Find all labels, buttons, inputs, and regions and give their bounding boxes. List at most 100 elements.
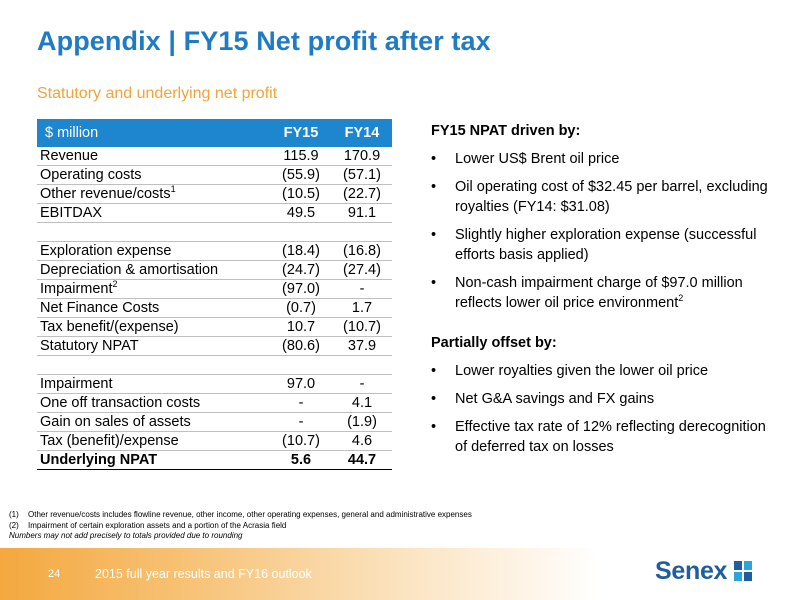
column-header-fy14: FY14 (332, 119, 392, 147)
financial-table: $ million FY15 FY14 Revenue 115.9 170.9 Op… (37, 119, 392, 470)
table-spacer-row (37, 355, 392, 375)
offsets-list: • Lower royalties given the lower oil pri… (431, 361, 771, 457)
row-label: Impairment (40, 281, 113, 297)
table-row: Exploration expense (18.4) (16.8) (37, 241, 392, 261)
fy15-value: 49.5 (270, 203, 332, 223)
row-label: Tax benefit/(expense) (37, 317, 270, 337)
table-row: Depreciation & amortisation (24.7) (27.4) (37, 260, 392, 280)
table-header-row: $ million FY15 FY14 (37, 119, 392, 147)
row-label: Statutory NPAT (37, 336, 270, 356)
fy14-value: (57.1) (332, 165, 392, 185)
fy14-value: - (332, 374, 392, 394)
bullet-icon: • (431, 275, 437, 291)
bullet-icon: • (431, 363, 437, 379)
fy15-value: 10.7 (270, 317, 332, 337)
fy14-value: (22.7) (332, 184, 392, 204)
list-item: • Effective tax rate of 12% reflecting de… (431, 417, 771, 457)
list-item-text: Non-cash impairment charge of $97.0 mill… (455, 275, 743, 311)
list-item-text: Effective tax rate of 12% reflecting der… (455, 419, 766, 455)
column-header-label: $ million (37, 119, 270, 147)
table-row: Impairment 97.0- (37, 374, 392, 394)
list-item-text: Slightly higher exploration expense (suc… (455, 227, 757, 263)
footnote-text: Other revenue/costs includes flowline re… (28, 510, 472, 519)
row-label: Operating costs (37, 165, 270, 185)
list-item-text: Oil operating cost of $32.45 per barrel,… (455, 179, 768, 215)
row-label: Other revenue/costs (40, 186, 171, 202)
list-item: • Net G&A savings and FX gains (431, 389, 771, 409)
senex-logo-icon (734, 561, 753, 581)
drivers-heading: FY15 NPAT driven by: (431, 123, 581, 139)
footnotes: (1) Other revenue/costs includes flowline… (9, 510, 472, 542)
table-spacer-row (37, 222, 392, 242)
fy14-value: 37.9 (332, 336, 392, 356)
fy14-value: 44.7 (332, 450, 392, 470)
bullet-icon: • (431, 419, 437, 435)
bullet-icon: • (431, 179, 437, 195)
senex-logo: Senex (655, 556, 754, 586)
list-item: • Non-cash impairment charge of $97.0 mil… (431, 273, 771, 313)
fy15-value: - (270, 393, 332, 413)
row-label: Revenue (37, 147, 270, 166)
row-label: Net Finance Costs (37, 298, 270, 318)
footer-text: 2015 full year results and FY16 outlook (95, 567, 312, 581)
fy14-value: (16.8) (332, 241, 392, 261)
row-label: Exploration expense (37, 241, 270, 261)
table-row: EBITDAX 49.5 91.1 (37, 203, 392, 223)
row-label: Depreciation & amortisation (37, 260, 270, 280)
table-row: Gain on sales of assets - (1.9) (37, 412, 392, 432)
fy14-value: 91.1 (332, 203, 392, 223)
fy15-value: (80.6) (270, 336, 332, 356)
table-total-row: Underlying NPAT 5.6 44.7 (37, 450, 392, 470)
bullet-icon: • (431, 227, 437, 243)
table-row: Statutory NPAT (80.6) 37.9 (37, 336, 392, 356)
list-item: • Slightly higher exploration expense (su… (431, 225, 771, 265)
page-subtitle: Statutory and underlying net profit (37, 85, 278, 102)
fy15-value: (97.0) (270, 279, 332, 299)
column-header-fy15: FY15 (270, 119, 332, 147)
fy15-value: (10.5) (270, 184, 332, 204)
row-label: Underlying NPAT (37, 450, 270, 470)
fy14-value: (27.4) (332, 260, 392, 280)
footnote-1: (1) Other revenue/costs includes flowline… (9, 510, 472, 521)
fy14-value: 1.7 (332, 298, 392, 318)
list-item: • Lower US$ Brent oil price (431, 149, 771, 169)
table-row: Revenue 115.9 170.9 (37, 147, 392, 166)
fy15-value: (55.9) (270, 165, 332, 185)
fy14-value: 170.9 (332, 147, 392, 166)
footnote-ref: 2 (112, 279, 118, 290)
fy15-value: - (270, 412, 332, 432)
row-label: Impairment (37, 374, 270, 394)
list-item: • Oil operating cost of $32.45 per barrel… (431, 177, 771, 217)
footnote-ref: 2 (678, 293, 684, 304)
list-item-text: Net G&A savings and FX gains (455, 391, 655, 407)
fy14-value: 4.6 (332, 431, 392, 451)
row-label-cell: Other revenue/costs1 (37, 184, 270, 204)
fy15-value: (18.4) (270, 241, 332, 261)
bullet-icon: • (431, 391, 437, 407)
fy15-value: (10.7) (270, 431, 332, 451)
list-item: • Lower royalties given the lower oil pri… (431, 361, 771, 381)
row-label: EBITDAX (37, 203, 270, 223)
footnote-text: Impairment of certain exploration assets… (28, 520, 287, 530)
fy15-value: (24.7) (270, 260, 332, 280)
table-row: Tax benefit/(expense) 10.7 (10.7) (37, 317, 392, 337)
bullet-icon: • (431, 151, 437, 167)
logo-wordmark: Senex (655, 556, 728, 585)
fy15-value: 97.0 (270, 374, 332, 394)
fy15-value: 115.9 (270, 147, 332, 166)
offsets-heading: Partially offset by: (431, 335, 557, 351)
fy15-value: 5.6 (270, 450, 332, 470)
table-row: Impairment2 (97.0) - (37, 279, 392, 299)
page-number: 24 (48, 568, 61, 580)
fy14-value: (1.9) (332, 412, 392, 432)
table-row: Tax (benefit)/expense (10.7) 4.6 (37, 431, 392, 451)
footnote-index: (2) (9, 520, 19, 530)
rounding-note: Numbers may not add precisely to totals … (9, 531, 243, 540)
row-label: Gain on sales of assets (37, 412, 270, 432)
list-item-text: Lower US$ Brent oil price (455, 151, 620, 167)
footnote-ref: 1 (170, 184, 176, 195)
fy14-value: (10.7) (332, 317, 392, 337)
commentary-panel: FY15 NPAT driven by: • Lower US$ Brent oi… (431, 123, 771, 465)
drivers-list: • Lower US$ Brent oil price • Oil operatin… (431, 149, 771, 313)
footnote-index: (1) (9, 510, 19, 519)
